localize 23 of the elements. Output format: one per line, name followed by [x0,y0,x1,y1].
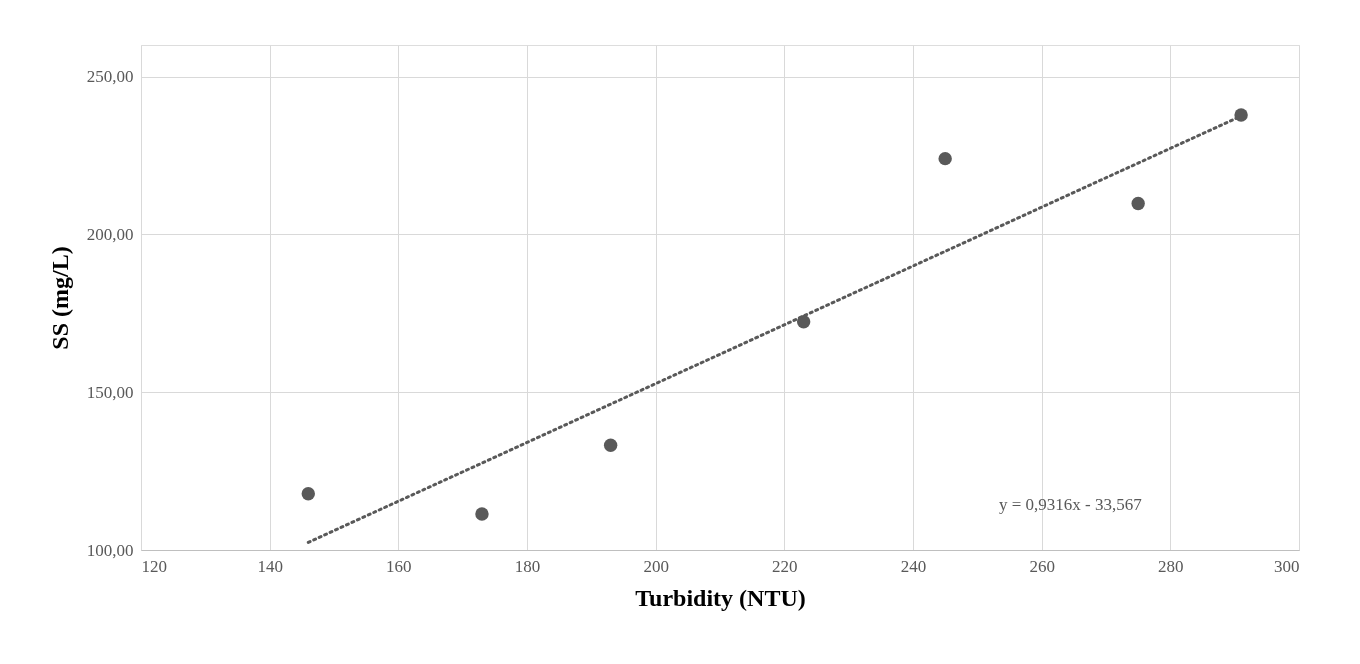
x-tick-label: 180 [514,556,541,576]
x-tick-label: 260 [1029,556,1055,576]
x-axis-title: Turbidity (NTU) [635,584,806,611]
point [475,507,489,521]
x-tick-label: 120 [141,556,167,576]
x-tick-label: 300 [1274,556,1300,576]
y-axis-title: SS (mg/L) [46,246,73,350]
x-tick-label: 240 [900,556,927,576]
y-tick-label: 150,00 [86,382,134,402]
point [938,151,952,166]
x-tick-label: 200 [643,556,669,576]
y-tick-label: 100,00 [86,540,134,560]
annotation: y = 0,9316x - 33,567 [999,495,1143,514]
y-tick-label: 250,00 [86,67,134,87]
x-tick-label: 140 [257,556,283,576]
x-tick-label: 220 [772,556,798,576]
point [1234,108,1248,122]
point [1131,196,1145,211]
x-tick-label: 160 [386,556,412,576]
x-tick-label: 280 [1158,556,1184,576]
point [603,438,618,452]
y-tick-label: 200,00 [86,224,134,244]
point [301,487,315,501]
